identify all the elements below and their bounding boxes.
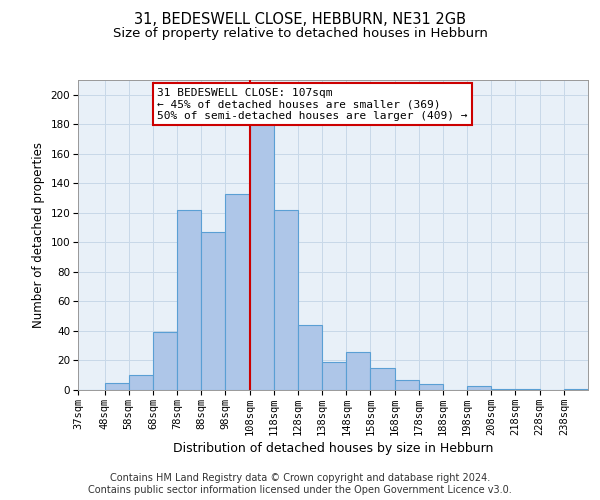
- Bar: [346, 352, 370, 390]
- Bar: [153, 332, 177, 390]
- Y-axis label: Number of detached properties: Number of detached properties: [32, 142, 45, 328]
- Bar: [177, 210, 201, 390]
- Bar: [419, 384, 443, 390]
- Bar: [129, 375, 153, 390]
- Bar: [564, 388, 588, 390]
- Bar: [370, 368, 395, 390]
- Bar: [250, 123, 274, 390]
- X-axis label: Distribution of detached houses by size in Hebburn: Distribution of detached houses by size …: [173, 442, 493, 455]
- Bar: [491, 388, 515, 390]
- Bar: [298, 325, 322, 390]
- Text: 31, BEDESWELL CLOSE, HEBBURN, NE31 2GB: 31, BEDESWELL CLOSE, HEBBURN, NE31 2GB: [134, 12, 466, 28]
- Bar: [395, 380, 419, 390]
- Text: Contains HM Land Registry data © Crown copyright and database right 2024.
Contai: Contains HM Land Registry data © Crown c…: [88, 474, 512, 495]
- Bar: [274, 210, 298, 390]
- Bar: [467, 386, 491, 390]
- Text: Size of property relative to detached houses in Hebburn: Size of property relative to detached ho…: [113, 28, 487, 40]
- Bar: [104, 382, 129, 390]
- Text: 31 BEDESWELL CLOSE: 107sqm
← 45% of detached houses are smaller (369)
50% of sem: 31 BEDESWELL CLOSE: 107sqm ← 45% of deta…: [157, 88, 467, 121]
- Bar: [226, 194, 250, 390]
- Bar: [201, 232, 226, 390]
- Bar: [515, 388, 539, 390]
- Bar: [322, 362, 346, 390]
